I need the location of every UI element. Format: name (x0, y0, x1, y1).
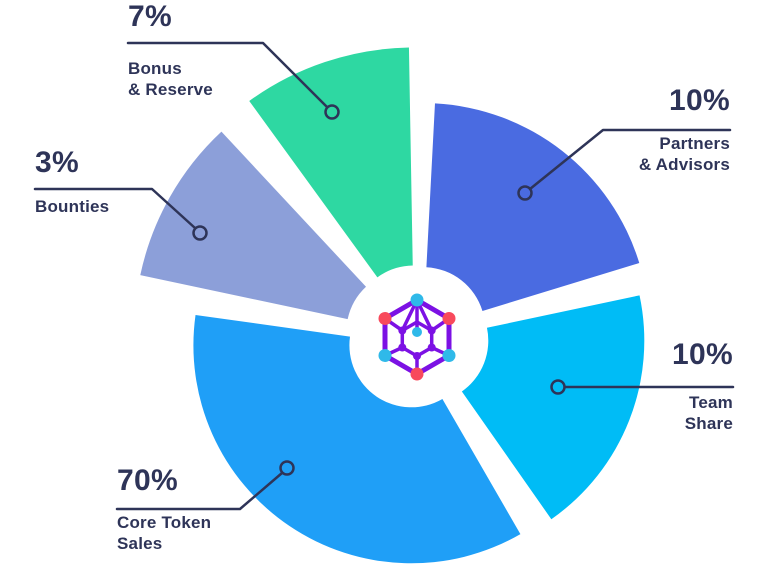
leader-line-bonus (126, 41, 329, 109)
label-partners-name: Partners & Advisors (638, 134, 730, 174)
pie-slice-team (461, 295, 645, 520)
pie-slice-bounties (140, 131, 367, 320)
pie-slice-core (193, 314, 521, 564)
label-bonus-percent: 7% (128, 0, 172, 33)
label-partners-percent: 10% (669, 84, 730, 117)
leader-line-partners (528, 128, 732, 191)
label-core-percent: 70% (117, 464, 178, 497)
logo-center-node (412, 327, 422, 337)
pie-slice-bonus (249, 47, 413, 278)
marker-circle-bounties (192, 225, 208, 241)
logo-outer-nodes (378, 293, 456, 381)
pie-slices (140, 47, 645, 564)
label-bonus-name: Bonus & Reserve (128, 59, 213, 99)
label-team-percent: 10% (672, 338, 733, 371)
pie-slice-partners (426, 103, 640, 311)
marker-circle-bonus (324, 104, 340, 120)
label-bounties-name: Bounties (35, 197, 110, 216)
hexagon-network-logo-icon (378, 293, 456, 381)
marker-circle-partners (517, 185, 533, 201)
label-team-name: Team Share (684, 393, 733, 433)
callout-lines (33, 41, 735, 511)
logo-inner-nodes (398, 326, 436, 360)
leader-line-bounties (33, 187, 197, 230)
marker-circle-core (279, 460, 295, 476)
leader-line-core (115, 471, 284, 511)
label-core-name: Core Token Sales (117, 513, 212, 553)
label-bounties-percent: 3% (35, 146, 79, 179)
marker-circle-team (550, 379, 566, 395)
